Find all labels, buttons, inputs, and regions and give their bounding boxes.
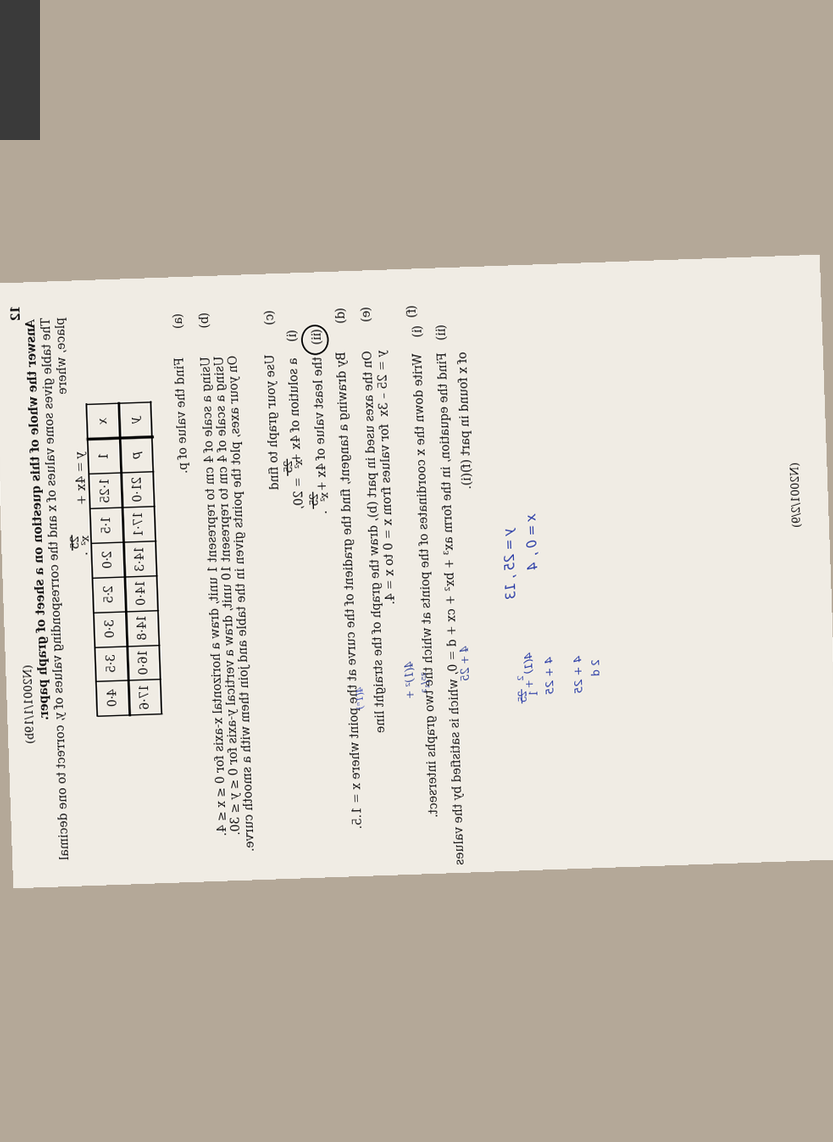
Bar [0, 0, 40, 140]
